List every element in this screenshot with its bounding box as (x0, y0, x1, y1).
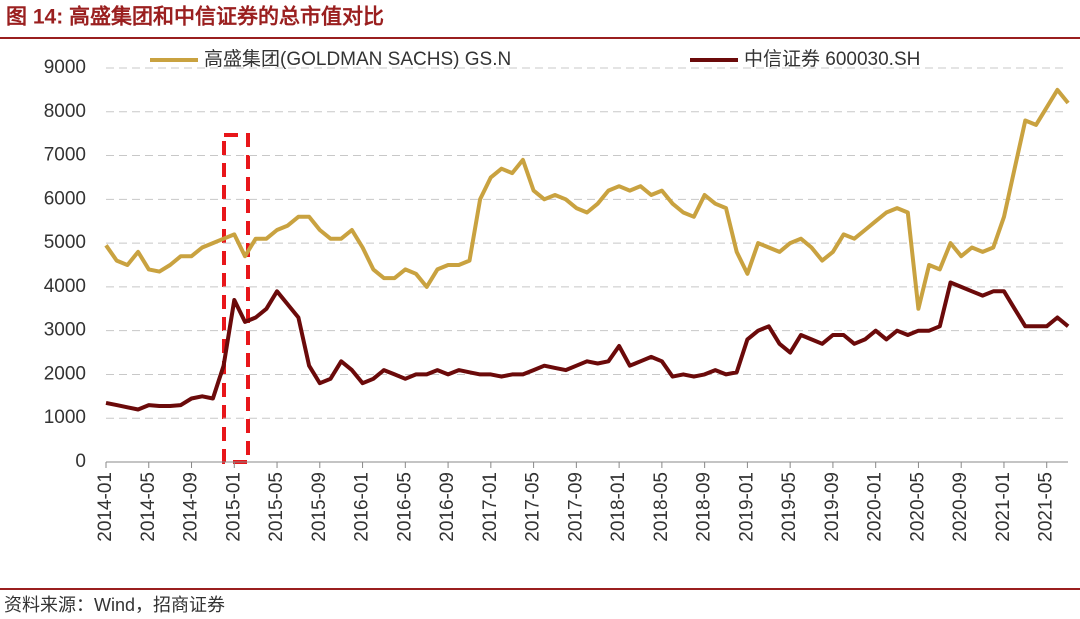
y-tick-label: 4000 (44, 276, 86, 297)
y-tick-label: 2000 (44, 363, 86, 384)
legend-label: 中信证券 600030.SH (744, 48, 920, 70)
x-tick-label: 2015-01 (223, 472, 244, 542)
legend-label: 高盛集团(GOLDMAN SACHS) GS.N (204, 48, 511, 70)
y-tick-label: 5000 (44, 232, 86, 253)
x-tick-label: 2018-01 (608, 472, 629, 542)
y-tick-label: 0 (75, 451, 86, 472)
x-tick-label: 2018-05 (651, 472, 672, 542)
x-tick-label: 2021-01 (993, 472, 1014, 542)
x-tick-label: 2019-01 (736, 472, 757, 542)
y-tick-label: 9000 (44, 57, 86, 78)
x-tick-label: 2016-05 (394, 472, 415, 542)
source: 资料来源：Wind，招商证券 (4, 595, 225, 615)
y-tick-label: 3000 (44, 320, 86, 341)
x-tick-label: 2015-09 (309, 472, 330, 542)
x-tick-label: 2016-09 (437, 472, 458, 542)
x-tick-label: 2015-05 (266, 472, 287, 542)
y-tick-label: 7000 (44, 145, 86, 166)
x-tick-label: 2021-05 (1036, 472, 1057, 542)
x-tick-label: 2020-09 (950, 472, 971, 542)
x-tick-label: 2014-09 (181, 472, 202, 542)
chart-title: 图 14: 高盛集团和中信证券的总市值对比 (6, 5, 384, 29)
x-tick-label: 2017-09 (565, 472, 586, 542)
x-tick-label: 2018-09 (694, 472, 715, 542)
series-line (105, 280, 1070, 412)
y-tick-label: 1000 (44, 407, 86, 428)
x-tick-label: 2017-01 (480, 472, 501, 542)
x-tick-label: 2014-05 (138, 472, 159, 542)
x-tick-label: 2019-09 (822, 472, 843, 542)
y-tick-label: 8000 (44, 101, 86, 122)
series-line (104, 87, 1070, 311)
x-tick-label: 2020-01 (865, 472, 886, 542)
x-tick-label: 2016-01 (352, 472, 373, 542)
x-tick-label: 2020-05 (907, 472, 928, 542)
highlight-box (222, 133, 250, 464)
y-tick-label: 6000 (44, 188, 86, 209)
x-tick-label: 2019-05 (779, 472, 800, 542)
x-tick-label: 2014-01 (95, 472, 116, 542)
x-tick-label: 2017-05 (523, 472, 544, 542)
